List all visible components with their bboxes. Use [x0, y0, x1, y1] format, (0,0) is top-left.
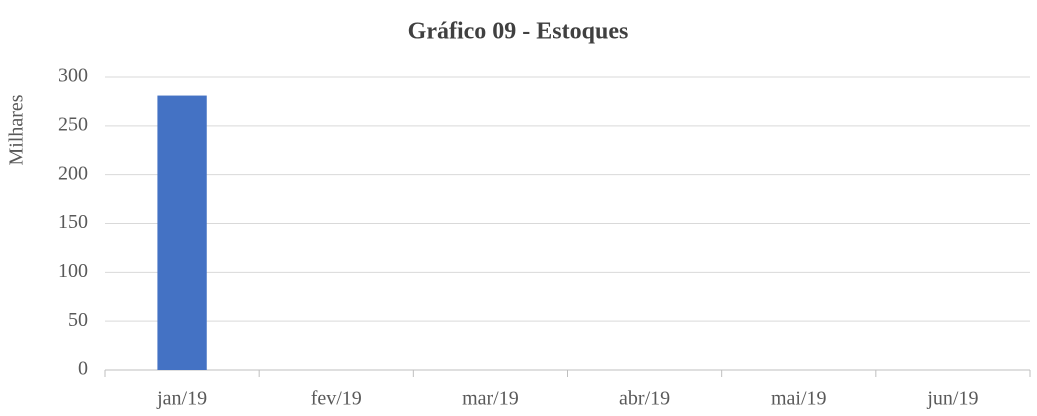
- y-tick-label: 50: [68, 309, 88, 331]
- y-tick-label: 200: [58, 162, 88, 184]
- x-tick-label: fev/19: [311, 388, 362, 410]
- y-tick-label: 100: [58, 260, 88, 282]
- y-tick-label: 250: [58, 113, 88, 135]
- x-tick-label: abr/19: [619, 388, 670, 410]
- x-tick-label: jan/19: [156, 388, 207, 410]
- chart-title: Gráfico 09 - Estoques: [408, 19, 629, 45]
- y-tick-label: 300: [58, 65, 88, 87]
- bar: [157, 95, 207, 370]
- x-tick-label: mar/19: [462, 388, 519, 410]
- x-tick-label: jun/19: [926, 388, 978, 410]
- y-tick-label: 150: [58, 211, 88, 233]
- x-tick-label: mai/19: [771, 388, 827, 410]
- y-axis-label: Milhares: [6, 94, 28, 165]
- y-tick-label: 0: [78, 358, 88, 380]
